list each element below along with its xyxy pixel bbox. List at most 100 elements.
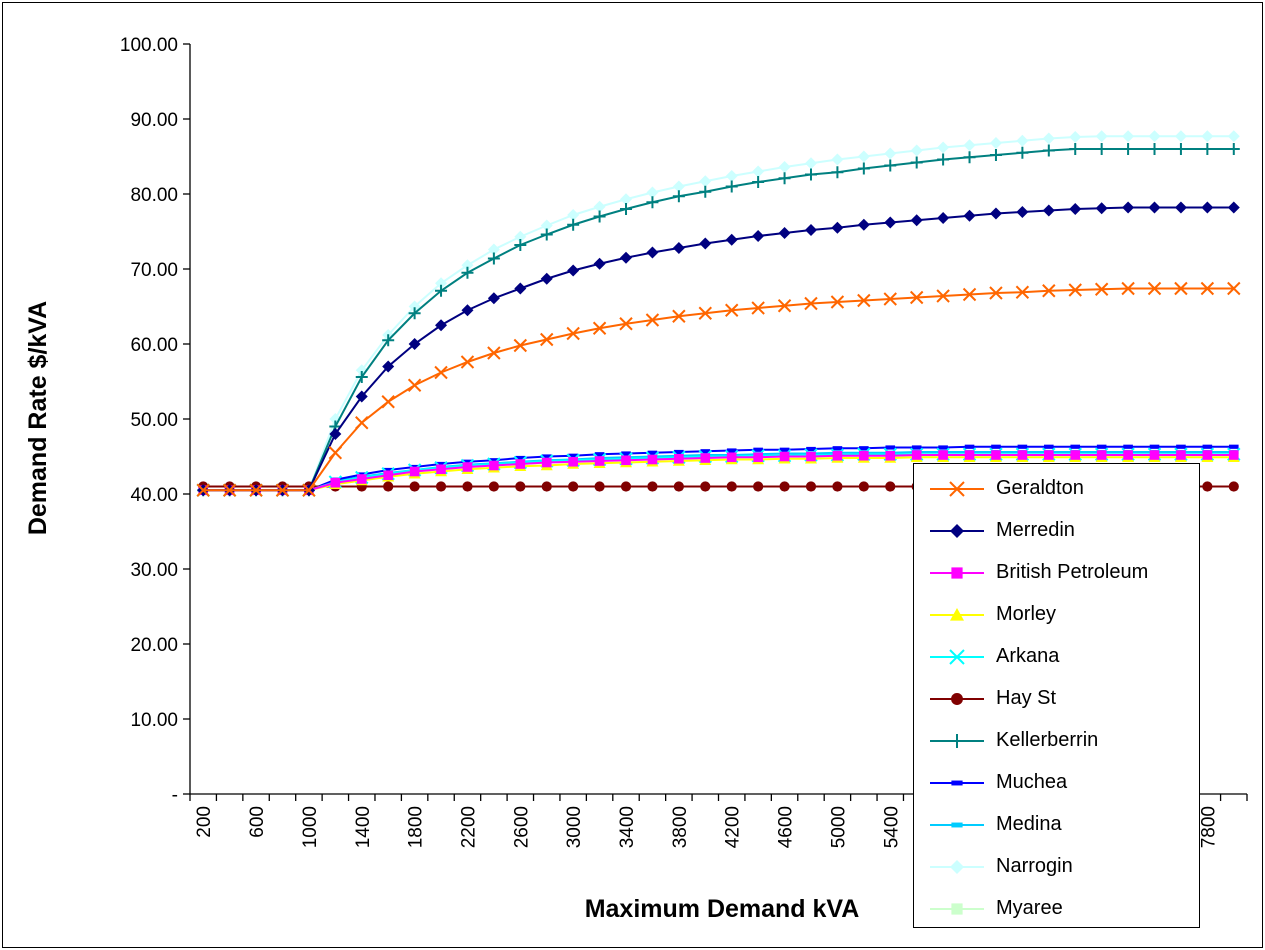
data-point-merredin [857, 218, 870, 231]
data-point-narrogin [1201, 130, 1214, 143]
data-point-narrogin [593, 200, 606, 213]
y-tick-label: 30.00 [130, 560, 178, 581]
data-point-geraldton [698, 306, 712, 320]
x-tick-label: 3800 [670, 806, 691, 848]
x-tick-label: 4200 [723, 806, 744, 848]
series-line-geraldton [203, 287, 1234, 492]
data-point-narrogin [910, 144, 923, 157]
data-point-british-petroleum [1017, 450, 1028, 460]
data-point-merredin [1174, 201, 1187, 214]
data-point-kellerberrin [514, 239, 527, 251]
data-point-narrogin [1095, 130, 1108, 143]
data-point-geraldton [751, 301, 765, 315]
x-tick-label: 2600 [511, 806, 532, 848]
data-point-british-petroleum [1149, 450, 1160, 460]
data-point-merredin [672, 242, 685, 254]
y-tick-label: 70.00 [130, 260, 178, 281]
x-axis-title: Maximum Demand kVA [585, 895, 860, 923]
data-point-merredin [435, 319, 448, 332]
data-point-muchea [911, 445, 922, 450]
data-point-hay-st [753, 481, 764, 492]
data-point-muchea [541, 454, 552, 459]
data-point-narrogin [1042, 132, 1055, 145]
data-point-merredin [646, 246, 659, 259]
data-point-muchea [1228, 444, 1239, 449]
data-point-merredin [937, 212, 950, 224]
data-point-muchea [1149, 444, 1160, 449]
data-point-narrogin [831, 153, 844, 166]
data-point-kellerberrin [461, 266, 474, 279]
data-point-narrogin [884, 147, 897, 160]
data-point-british-petroleum [1096, 450, 1107, 460]
data-point-merredin [1042, 204, 1055, 217]
data-point-kellerberrin [884, 159, 897, 172]
data-point-geraldton [1227, 281, 1241, 296]
data-point-british-petroleum [436, 464, 446, 475]
data-point-muchea [1123, 444, 1133, 449]
data-point-geraldton [1147, 281, 1162, 296]
data-point-narrogin [725, 170, 738, 182]
data-point-geraldton [196, 483, 210, 497]
data-point-muchea [859, 446, 869, 451]
data-point-muchea [1017, 444, 1028, 449]
data-point-muchea [462, 459, 473, 464]
data-point-merredin [963, 209, 976, 222]
data-point-british-petroleum [779, 451, 790, 462]
data-point-kellerberrin [408, 307, 421, 320]
data-point-kellerberrin [487, 252, 500, 265]
data-point-geraldton [487, 346, 501, 360]
legend-item-morley: Morley [914, 594, 1199, 636]
data-point-british-petroleum [806, 451, 816, 462]
series-line-narrogin [203, 135, 1234, 492]
data-point-geraldton [355, 416, 369, 430]
data-point-british-petroleum [568, 456, 578, 467]
data-point-british-petroleum [859, 450, 869, 461]
legend-item-arkana: Arkana [914, 636, 1199, 678]
legend-swatch-narrogin [930, 860, 984, 874]
data-point-merredin [487, 292, 500, 305]
data-point-narrogin [567, 209, 580, 221]
legend-label: Muchea [996, 771, 1068, 793]
data-point-geraldton [857, 293, 871, 308]
data-point-narrogin [672, 180, 685, 193]
data-point-geraldton [777, 299, 792, 313]
data-point-kellerberrin [989, 149, 1002, 161]
data-point-geraldton [645, 313, 660, 327]
data-point-hay-st [779, 481, 790, 492]
data-point-narrogin [1016, 134, 1029, 147]
data-point-merredin [1201, 201, 1214, 214]
data-point-kellerberrin [646, 196, 659, 209]
x-tick-label: 3000 [564, 806, 585, 848]
data-point-merredin [699, 237, 712, 250]
data-point-kellerberrin [963, 151, 976, 164]
data-point-hay-st [620, 481, 632, 492]
data-point-british-petroleum [489, 460, 499, 471]
data-point-geraldton [619, 317, 633, 331]
data-point-geraldton [830, 295, 845, 309]
data-point-british-petroleum [383, 470, 393, 481]
data-point-muchea [779, 447, 790, 452]
data-point-geraldton [249, 483, 263, 497]
data-point-muchea [1176, 444, 1186, 449]
x-tick-label: 5000 [828, 806, 849, 848]
data-point-kellerberrin [910, 156, 923, 169]
data-point-narrogin [963, 139, 976, 152]
data-point-kellerberrin [593, 210, 606, 223]
data-point-british-petroleum [726, 452, 737, 463]
data-point-muchea [964, 444, 975, 449]
x-tick-label: 1000 [300, 806, 321, 848]
data-point-kellerberrin [1095, 143, 1108, 155]
data-point-kellerberrin [620, 203, 633, 215]
legend-label: British Petroleum [996, 561, 1149, 583]
data-point-kellerberrin [831, 166, 844, 179]
legend-item-narrogin: Narrogin [914, 846, 1199, 888]
data-point-muchea [647, 450, 658, 455]
data-point-british-petroleum [594, 456, 605, 466]
data-point-merredin [1148, 201, 1161, 214]
data-point-british-petroleum [515, 459, 526, 469]
data-point-muchea [832, 446, 843, 451]
x-tick-label: 4600 [776, 806, 797, 848]
data-point-merredin [1227, 201, 1240, 214]
legend-marker-muchea [951, 780, 963, 786]
data-point-british-petroleum [621, 455, 631, 466]
